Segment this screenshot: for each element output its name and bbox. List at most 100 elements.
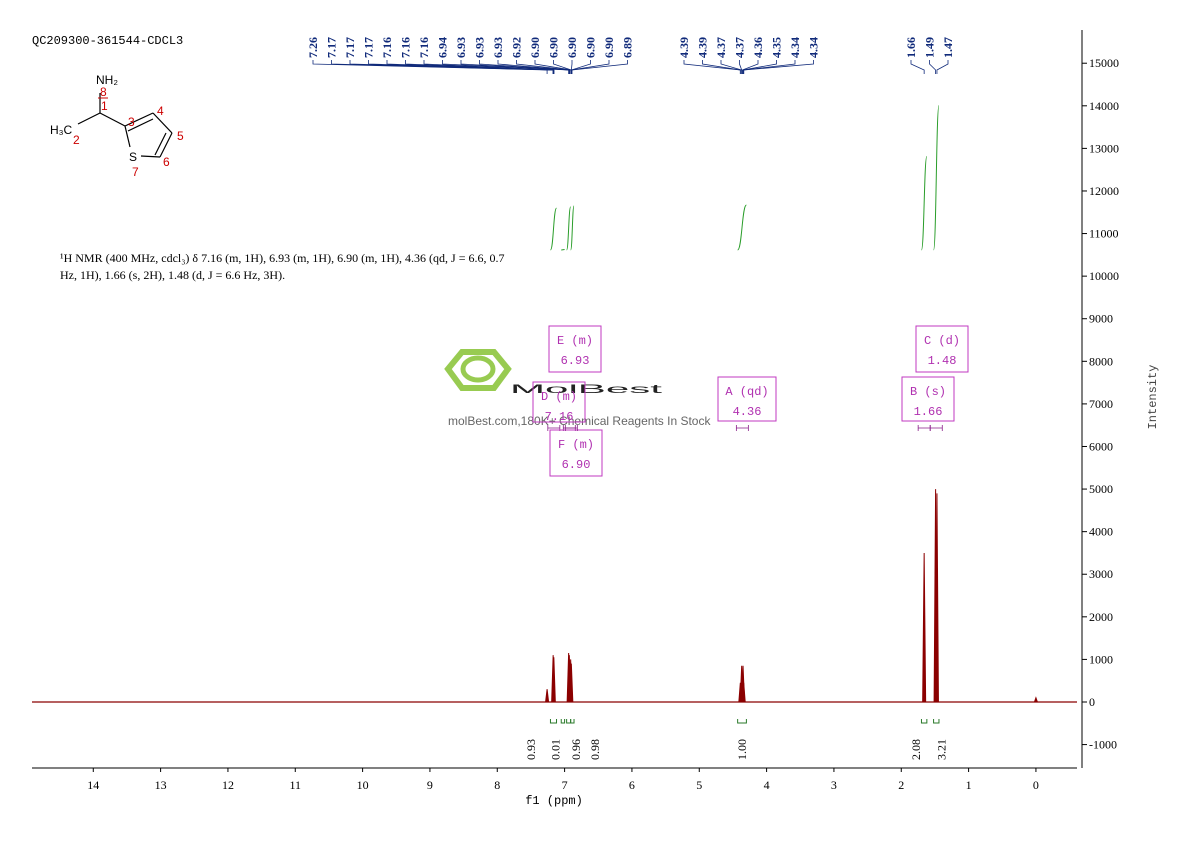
multiplet-label: D (m) <box>541 390 577 404</box>
x-tick-label: 7 <box>562 778 568 792</box>
peak-label: 4.39 <box>677 37 691 58</box>
peak-connector <box>721 60 742 74</box>
y-tick-label: 13000 <box>1089 141 1119 155</box>
atom-label: H₃C <box>50 123 73 137</box>
watermark-tagline: molBest.com,180K+ Chemical Reagents In S… <box>448 414 711 428</box>
integral-bracket <box>738 719 747 723</box>
peak-label: 7.16 <box>417 37 431 58</box>
y-tick-label: 6000 <box>1089 439 1113 453</box>
integral-bracket <box>921 719 926 723</box>
atom-number: 8 <box>100 85 107 99</box>
integral-label: 1.00 <box>735 739 749 760</box>
integral-bracket <box>571 719 574 723</box>
y-tick-label: 9000 <box>1089 312 1113 326</box>
x-tick-label: 1 <box>966 778 972 792</box>
multiplet-shift: 6.93 <box>561 354 590 368</box>
peak-connector <box>742 60 758 74</box>
x-tick-label: 10 <box>357 778 369 792</box>
multiplet-marker <box>736 425 748 431</box>
peak-label: 7.16 <box>399 37 413 58</box>
peak-label: 4.35 <box>770 37 784 58</box>
x-tick-label: 6 <box>629 778 635 792</box>
y-tick-label: 12000 <box>1089 184 1119 198</box>
atom-label: S <box>129 150 137 164</box>
peak-label: 7.17 <box>362 37 376 58</box>
description: Hz, 1H), 1.66 (s, 2H), 1.48 (d, J = 6.6 … <box>60 268 285 282</box>
peak-connector <box>937 60 948 74</box>
integral-label: 3.21 <box>934 739 948 760</box>
x-axis-label: f1 (ppm) <box>525 794 583 808</box>
x-tick-label: 2 <box>898 778 904 792</box>
multiplet-shift: 1.48 <box>928 354 957 368</box>
y-tick-label: 14000 <box>1089 99 1119 113</box>
multiplet-shift: 4.36 <box>733 405 762 419</box>
integral-label: 2.08 <box>909 739 923 760</box>
peak <box>1034 698 1037 702</box>
peak-label: 4.37 <box>714 37 728 58</box>
peak <box>546 689 549 702</box>
x-tick-label: 12 <box>222 778 234 792</box>
y-tick-label: 8000 <box>1089 354 1113 368</box>
atom-number: 1 <box>101 99 108 113</box>
atom-number: 2 <box>73 133 80 147</box>
multiplet-label: E (m) <box>557 334 593 348</box>
y-tick-label: 3000 <box>1089 567 1113 581</box>
peak-label: 6.90 <box>565 37 579 58</box>
integral-curve <box>738 205 747 250</box>
chart-title: QC209300-361544-CDCL3 <box>32 34 183 48</box>
x-tick-label: 9 <box>427 778 433 792</box>
multiplet-shift: 6.90 <box>562 458 591 472</box>
y-axis-label: Intensity <box>1146 365 1160 430</box>
peak-label: 4.36 <box>751 37 765 58</box>
peak-label: 1.47 <box>941 37 955 58</box>
description: ¹H NMR (400 MHz, cdcl₃) δ 7.16 (m, 1H), … <box>60 251 505 265</box>
y-tick-label: 15000 <box>1089 56 1119 70</box>
atom-number: 3 <box>128 115 135 129</box>
peak-connector <box>744 60 795 74</box>
atom-number: 7 <box>132 165 139 179</box>
multiplet-label: F (m) <box>558 438 594 452</box>
y-tick-label: 11000 <box>1089 227 1119 241</box>
peak-connector <box>744 60 814 74</box>
peak-label: 4.39 <box>696 37 710 58</box>
peak-label: 1.66 <box>904 37 918 58</box>
integral-label: 0.93 <box>524 739 538 760</box>
y-tick-label: -1000 <box>1089 738 1117 752</box>
multiplet-label: A (qd) <box>725 385 768 399</box>
peak-label: 7.26 <box>306 37 320 58</box>
x-tick-label: 13 <box>155 778 167 792</box>
multiplet-label: B (s) <box>910 385 946 399</box>
peak-label: 6.89 <box>621 37 635 58</box>
y-tick-label: 2000 <box>1089 610 1113 624</box>
atom-number: 5 <box>177 129 184 143</box>
y-tick-label: 1000 <box>1089 652 1113 666</box>
peak-connector <box>930 60 936 74</box>
peak-label: 1.49 <box>923 37 937 58</box>
multiplet-label: C (d) <box>924 334 960 348</box>
y-tick-label: 7000 <box>1089 397 1113 411</box>
peak-label: 4.34 <box>807 37 821 58</box>
multiplet-shift: 1.66 <box>914 405 943 419</box>
atom-number: 6 <box>163 155 170 169</box>
peak <box>923 553 926 702</box>
integral-curve <box>571 206 574 250</box>
x-tick-label: 14 <box>87 778 99 792</box>
integral-bracket <box>567 719 571 723</box>
peak-label: 6.90 <box>547 37 561 58</box>
x-tick-label: 3 <box>831 778 837 792</box>
integral-bracket <box>934 719 939 723</box>
peak-label: 6.93 <box>454 37 468 58</box>
peak-label: 4.37 <box>733 37 747 58</box>
x-tick-label: 8 <box>494 778 500 792</box>
integral-curve <box>567 207 571 250</box>
x-tick-label: 11 <box>289 778 301 792</box>
peak-label: 6.90 <box>602 37 616 58</box>
integral-label: 0.98 <box>588 739 602 760</box>
watermark <box>448 352 508 388</box>
peak-label: 6.93 <box>473 37 487 58</box>
integral-label: 0.01 <box>548 739 562 760</box>
peak-label: 6.90 <box>528 37 542 58</box>
peak-connector <box>911 60 924 74</box>
integral-bracket <box>550 719 556 723</box>
